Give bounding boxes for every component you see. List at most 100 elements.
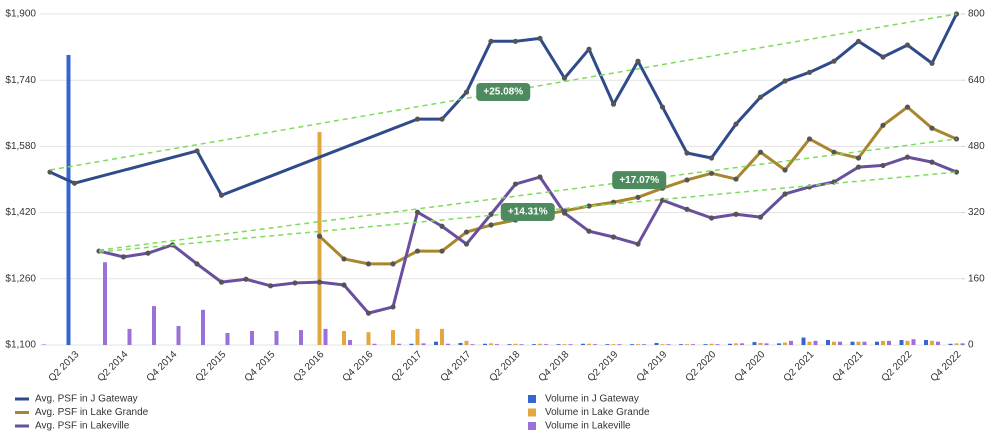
y2-tick-label: 320 bbox=[968, 207, 985, 218]
psf-point bbox=[537, 174, 543, 180]
trend-label-box bbox=[612, 171, 667, 190]
volume-bar bbox=[489, 343, 493, 345]
psf-line-segment bbox=[881, 43, 909, 59]
psf-point bbox=[831, 149, 837, 155]
psf-line-segment bbox=[612, 235, 640, 246]
psf-line-segment bbox=[563, 211, 591, 233]
trend-label: +17.07% bbox=[619, 175, 659, 186]
psf-point bbox=[586, 228, 592, 234]
psf-point bbox=[414, 248, 421, 254]
volume-bar bbox=[666, 344, 671, 345]
psf-line-segment bbox=[612, 195, 640, 204]
x-tick-label: Q3 2016 bbox=[292, 349, 327, 384]
psf-line-segment bbox=[710, 171, 738, 181]
psf-point bbox=[953, 136, 960, 142]
psf-line-segment bbox=[465, 39, 493, 94]
x-tick-label: Q2 2018 bbox=[488, 349, 523, 384]
x-tick-label: Q4 2014 bbox=[145, 349, 180, 384]
volume-bar bbox=[434, 341, 438, 345]
psf-point bbox=[708, 170, 715, 176]
psf-line-segment bbox=[930, 12, 958, 65]
volume-bar bbox=[532, 344, 536, 345]
psf-point bbox=[120, 254, 127, 260]
psf-point bbox=[708, 155, 715, 161]
psf-point bbox=[267, 283, 274, 289]
psf-line-segment bbox=[685, 151, 713, 160]
psf-point bbox=[806, 136, 813, 142]
psf-point bbox=[365, 310, 372, 316]
psf-point bbox=[439, 223, 445, 229]
volume-bar bbox=[519, 344, 524, 345]
psf-line-segment bbox=[440, 224, 468, 246]
volume-bar bbox=[127, 328, 132, 345]
psf-point bbox=[316, 233, 323, 239]
volume-bar bbox=[513, 343, 518, 345]
volume-bar bbox=[630, 344, 634, 345]
psf-line-segment bbox=[318, 280, 346, 287]
psf-line-segment bbox=[759, 150, 787, 172]
psf-point bbox=[880, 54, 886, 60]
psf-line-segment bbox=[563, 47, 591, 80]
psf-line-segment bbox=[734, 150, 762, 181]
volume-bar bbox=[636, 344, 640, 345]
psf-line-segment bbox=[269, 281, 297, 288]
volume-bar bbox=[458, 342, 463, 345]
y2-tick-label: 640 bbox=[968, 75, 985, 86]
psf-point bbox=[586, 46, 592, 52]
x-tick-label: Q2 2013 bbox=[47, 349, 82, 384]
volume-bar bbox=[960, 343, 965, 345]
volume-bar bbox=[679, 344, 683, 345]
psf-line-segment bbox=[342, 257, 370, 266]
psf-point bbox=[904, 154, 911, 160]
y-tick-label: $1,420 bbox=[5, 207, 36, 218]
volume-bar bbox=[568, 344, 573, 345]
psf-point bbox=[782, 78, 788, 84]
psf-point bbox=[757, 94, 764, 100]
volume-bar bbox=[593, 344, 597, 345]
psf-point bbox=[610, 234, 617, 240]
y2-tick-label: 0 bbox=[968, 340, 974, 351]
volume-bar bbox=[862, 341, 867, 345]
volume-bar bbox=[642, 344, 646, 345]
volume-bar bbox=[464, 340, 469, 345]
volume-bar bbox=[954, 343, 959, 345]
volume-bar bbox=[274, 330, 279, 345]
psf-line-segment bbox=[195, 149, 223, 197]
volume-bar bbox=[495, 344, 499, 345]
psf-line-segment bbox=[906, 105, 934, 130]
psf-point bbox=[341, 256, 347, 262]
psf-point bbox=[757, 149, 764, 155]
psf-point bbox=[855, 164, 862, 170]
psf-line-segment bbox=[293, 280, 321, 285]
psf-point bbox=[684, 177, 690, 183]
psf-point bbox=[929, 60, 935, 66]
psf-line-segment bbox=[857, 163, 885, 169]
psf-point bbox=[757, 214, 764, 220]
psf-line-segment bbox=[636, 186, 664, 199]
psf-line-segment bbox=[489, 182, 517, 216]
volume-bar bbox=[440, 328, 444, 345]
psf-point bbox=[365, 261, 372, 267]
psf-line-segment bbox=[391, 210, 419, 309]
legend-label: Volume in Lake Grande bbox=[545, 407, 650, 418]
psf-line-segment bbox=[832, 150, 860, 160]
psf-line-segment bbox=[710, 122, 738, 160]
psf-point bbox=[953, 169, 960, 175]
psf-line-segment bbox=[244, 277, 272, 288]
psf-point bbox=[659, 104, 666, 110]
psf-line-segment bbox=[48, 170, 76, 185]
psf-point bbox=[463, 241, 470, 247]
legend-label: Avg. PSF in Lakeville bbox=[35, 421, 130, 432]
psf-point bbox=[292, 280, 298, 286]
psf-point bbox=[904, 42, 911, 48]
x-tick-label: Q4 2015 bbox=[243, 349, 278, 384]
psf-line-segment bbox=[759, 79, 787, 99]
psf-line-segment bbox=[661, 178, 689, 190]
psf-line-segment bbox=[857, 39, 885, 59]
psf-line-segment bbox=[538, 175, 566, 215]
volume-bar bbox=[752, 342, 757, 345]
y-tick-label: $1,740 bbox=[5, 75, 36, 86]
psf-line-segment bbox=[220, 277, 248, 284]
psf-line-segment bbox=[171, 243, 199, 266]
